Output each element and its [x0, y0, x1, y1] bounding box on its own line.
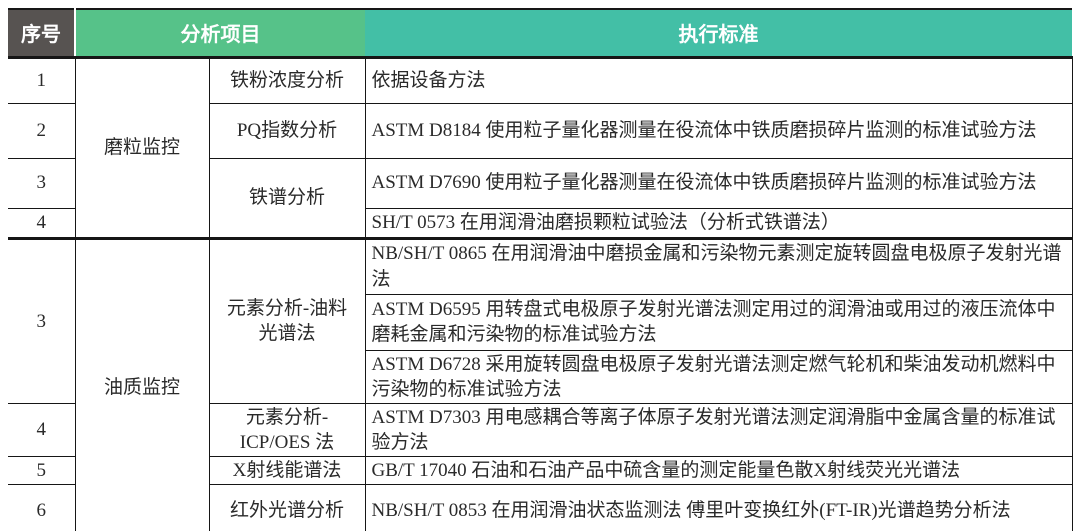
table-row: 3 铁谱分析 ASTM D7690 使用粒子量化器测量在役流体中铁质磨损碎片监测… [8, 157, 1073, 239]
header-row: 序号 分析项目 执行标准 [8, 8, 1072, 59]
group-cell-oil-quality: 油质监控 [74, 236, 210, 531]
seq-cell: 6 [8, 483, 76, 531]
standard-cell: SH/T 0573 在用润滑油磨损颗粒试验法（分析式铁谱法） [364, 207, 1073, 239]
item-cell: 元素分析- ICP/OES 法 [208, 402, 366, 457]
seq-cell: 1 [8, 56, 76, 104]
seq-cell: 2 [8, 102, 76, 159]
table-row: ASTM D6728 采用旋转圆盘电极原子发射光谱法测定燃气轮机和柴油发动机燃料… [8, 349, 1073, 404]
table-row: 3 油质监控 元素分析-油料 光谱法 NB/SH/T 0865 在用润滑油中磨损… [8, 236, 1073, 531]
header-standard: 执行标准 [365, 8, 1072, 59]
standard-cell: 依据设备方法 [364, 56, 1073, 104]
standard-cell: ASTM D7690 使用粒子量化器测量在役流体中铁质磨损碎片监测的标准试验方法 [364, 157, 1073, 209]
group-cell-wear-particle: 磨粒监控 [74, 56, 210, 239]
seq-cell: 3 [8, 157, 76, 209]
header-seq: 序号 [8, 8, 76, 59]
item-cell: 元素分析-油料 光谱法 [208, 236, 366, 404]
table-row: 1 磨粒监控 铁粉浓度分析 依据设备方法 [8, 56, 1073, 239]
seq-cell: 5 [8, 455, 76, 485]
standard-cell: ASTM D7303 用电感耦合等离子体原子发射光谱法测定润滑脂中金属含量的标准… [364, 402, 1073, 457]
standard-cell: ASTM D6595 用转盘式电极原子发射光谱法测定用过的润滑油或用过的液压流体… [364, 293, 1073, 351]
item-cell: 铁粉浓度分析 [208, 56, 366, 104]
item-cell: X射线能谱法 [208, 455, 366, 485]
table-row: ASTM D6595 用转盘式电极原子发射光谱法测定用过的润滑油或用过的液压流体… [8, 293, 1073, 351]
table-row: 6 红外光谱分析 NB/SH/T 0853 在用润滑油状态监测法 傅里叶变换红外… [8, 483, 1073, 531]
item-cell: 红外光谱分析 [208, 483, 366, 531]
item-cell: 铁谱分析 [208, 157, 366, 239]
table-row: 4 元素分析- ICP/OES 法 ASTM D7303 用电感耦合等离子体原子… [8, 402, 1073, 457]
header-analysis-item: 分析项目 [75, 8, 365, 59]
standard-cell: NB/SH/T 0853 在用润滑油状态监测法 傅里叶变换红外(FT-IR)光谱… [364, 483, 1073, 531]
standard-cell: ASTM D8184 使用粒子量化器测量在役流体中铁质磨损碎片监测的标准试验方法 [364, 102, 1073, 159]
standard-cell: GB/T 17040 石油和石油产品中硫含量的测定能量色散X射线荧光光谱法 [364, 455, 1073, 485]
standard-cell: NB/SH/T 0865 在用润滑油中磨损金属和污染物元素测定旋转圆盘电极原子发… [364, 236, 1073, 295]
table-row: 5 X射线能谱法 GB/T 17040 石油和石油产品中硫含量的测定能量色散X射… [8, 455, 1073, 485]
standard-cell: ASTM D6728 采用旋转圆盘电极原子发射光谱法测定燃气轮机和柴油发动机燃料… [364, 349, 1073, 404]
analysis-standards-table: 序号 分析项目 执行标准 1 磨粒监控 铁粉浓度分析 依据设备方法 2 PQ指数… [8, 8, 1073, 531]
seq-cell: 4 [8, 207, 76, 239]
item-cell: PQ指数分析 [208, 102, 366, 159]
seq-cell: 3 [8, 236, 76, 404]
seq-cell: 4 [8, 402, 76, 457]
